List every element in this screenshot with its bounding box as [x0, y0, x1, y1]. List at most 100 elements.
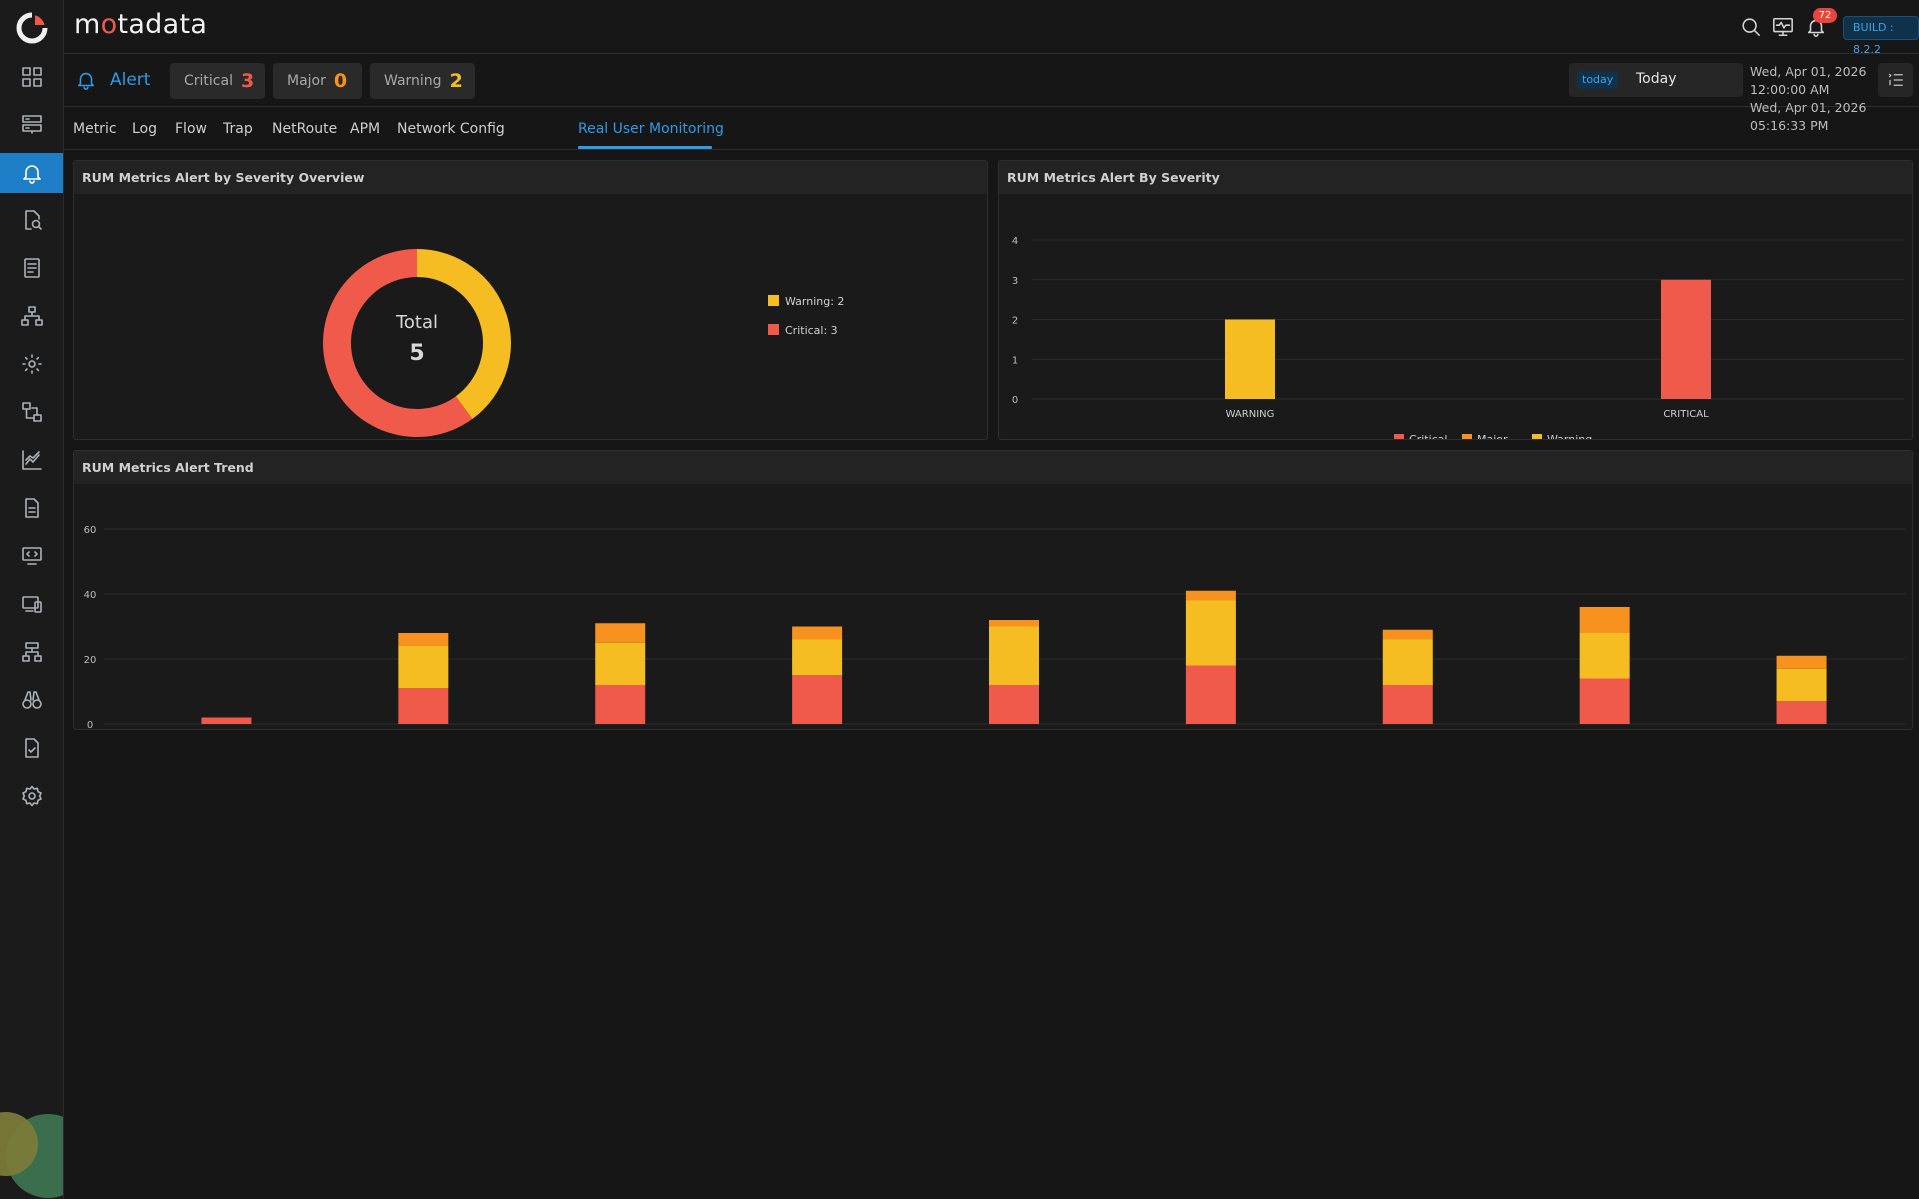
trend-bar-critical[interactable]: [201, 717, 252, 725]
options-menu-button[interactable]: [1878, 63, 1913, 97]
nav-alert[interactable]: [0, 153, 63, 193]
tab-network-config[interactable]: Network Config: [397, 121, 505, 137]
legend-label-warning[interactable]: Warning: [1547, 433, 1592, 440]
flow-diagram-icon: [22, 402, 42, 422]
date-range-picker[interactable]: today Today: [1569, 63, 1743, 97]
nav-apm[interactable]: [0, 536, 63, 576]
motadata-logo-icon[interactable]: [16, 12, 48, 44]
legend-label-warning[interactable]: Warning: 2: [785, 295, 844, 308]
date-preset-value: Today: [1636, 71, 1677, 87]
trend-bar-critical[interactable]: [1382, 685, 1433, 724]
x-tick-label: CRITICAL: [1663, 409, 1709, 420]
top-bar: motadata 72 BUILD : 8.2.2: [64, 0, 1919, 56]
y-tick-label: 20: [84, 655, 97, 666]
trend-bar-warning[interactable]: [1382, 639, 1433, 686]
panel-title: RUM Metrics Alert Trend: [74, 451, 1912, 484]
trend-bar-warning[interactable]: [1776, 668, 1827, 702]
donut-center-label: Total: [395, 312, 438, 333]
donut-slice-critical[interactable]: [322, 249, 473, 437]
trend-bar-major[interactable]: [989, 620, 1039, 627]
nav-devices[interactable]: [0, 584, 63, 624]
tab-trap[interactable]: Trap: [223, 121, 253, 137]
brand-logo[interactable]: motadata: [74, 9, 207, 40]
trend-bar-critical[interactable]: [792, 675, 843, 724]
nav-explorer[interactable]: [0, 200, 63, 240]
nav-audit[interactable]: [0, 728, 63, 768]
device-icon: [22, 596, 42, 613]
date-range-display: Wed, Apr 01, 2026 12:00:00 AM Wed, Apr 0…: [1750, 63, 1919, 135]
legend-label-critical[interactable]: Critical: 3: [785, 324, 838, 337]
trend-bar-major[interactable]: [792, 626, 843, 640]
y-tick-label: 2: [1012, 316, 1018, 327]
trend-bar-critical[interactable]: [1579, 678, 1630, 725]
nav-metrics[interactable]: [0, 440, 63, 480]
topology-icon: [21, 306, 43, 326]
trend-bar-critical[interactable]: [1185, 665, 1236, 725]
legend-swatch: [768, 324, 779, 335]
alert-trend-chart: 020406008:0009:0010:0011:0012:0013:0014:…: [84, 525, 1906, 730]
severity-donut-chart: Total 5 Warning: 2 Critical: 3: [322, 249, 844, 437]
trend-bar-major[interactable]: [1579, 607, 1630, 633]
monitor-pulse-icon: [1773, 17, 1793, 37]
donut-slice-warning[interactable]: [417, 249, 511, 420]
trend-bar-critical[interactable]: [1776, 701, 1827, 724]
tab-log[interactable]: Log: [132, 121, 158, 137]
severity-bar-panel: RUM Metrics Alert By Severity 0 1 2 3 4 WARNI…: [998, 160, 1913, 440]
tab-apm[interactable]: APM: [350, 121, 381, 137]
severity-count: 0: [333, 70, 348, 92]
trend-bar-warning[interactable]: [595, 642, 646, 685]
monitor-button[interactable]: [1770, 14, 1796, 40]
list-settings-icon: [1888, 73, 1903, 86]
page-title: Alert: [110, 70, 151, 90]
trend-bar-major[interactable]: [1185, 590, 1236, 601]
settings-gear-search-icon: [22, 354, 42, 374]
nav-flow[interactable]: [0, 392, 63, 432]
severity-count: 2: [449, 70, 463, 92]
nav-reports[interactable]: [0, 248, 63, 288]
trend-bar-critical[interactable]: [398, 688, 449, 724]
tab-metric[interactable]: Metric: [73, 121, 117, 137]
warning-count-pill[interactable]: Warning 2: [370, 63, 475, 99]
trend-bar-warning[interactable]: [792, 639, 843, 676]
alert-bell-icon: [75, 69, 97, 91]
tab-netroute[interactable]: NetRoute: [272, 121, 338, 137]
nav-topology[interactable]: [0, 296, 63, 336]
nav-log[interactable]: [0, 488, 63, 528]
y-tick-label: 4: [1012, 236, 1018, 247]
bar-critical-critical[interactable]: [1661, 279, 1711, 399]
trend-bar-warning[interactable]: [989, 626, 1039, 686]
severity-label: Critical: [184, 73, 233, 89]
trend-bar-warning[interactable]: [1185, 600, 1236, 666]
panel-title: RUM Metrics Alert by Severity Overview: [74, 161, 987, 194]
nav-discovery[interactable]: [0, 344, 63, 384]
legend-label-major[interactable]: Major: [1477, 433, 1508, 440]
nav-network[interactable]: [0, 632, 63, 672]
trend-bar-warning[interactable]: [1579, 633, 1630, 679]
major-count-pill[interactable]: Major 0: [273, 63, 362, 99]
legend-label-critical[interactable]: Critical: [1409, 433, 1447, 440]
search-button[interactable]: [1738, 14, 1764, 40]
critical-count-pill[interactable]: Critical 3: [170, 63, 265, 99]
trend-bar-major[interactable]: [398, 633, 449, 646]
date-preset-tag: today: [1577, 71, 1619, 89]
trend-bar-major[interactable]: [1382, 629, 1433, 640]
trend-bar-critical[interactable]: [595, 685, 646, 724]
nav-dashboard[interactable]: [0, 57, 63, 97]
tab-flow[interactable]: Flow: [175, 121, 207, 137]
severity-label: Major: [287, 73, 326, 89]
nav-inventory[interactable]: [0, 104, 63, 144]
trend-bar-warning[interactable]: [398, 646, 449, 689]
tab-real-user-monitoring[interactable]: Real User Monitoring: [578, 121, 724, 137]
nav-settings[interactable]: [0, 776, 63, 816]
y-tick-label: 40: [84, 590, 97, 601]
report-icon: [24, 258, 40, 278]
alert-trend-panel: RUM Metrics Alert Trend 020406008:0009:0…: [73, 450, 1913, 730]
bar-warning-warning[interactable]: [1225, 319, 1275, 400]
chart-line-icon: [22, 450, 42, 470]
y-tick-label: 0: [87, 720, 93, 730]
trend-bar-major[interactable]: [595, 623, 646, 643]
nav-observe[interactable]: [0, 680, 63, 720]
legend-swatch: [1394, 434, 1404, 439]
trend-bar-critical[interactable]: [989, 685, 1039, 724]
trend-bar-major[interactable]: [1776, 655, 1827, 669]
